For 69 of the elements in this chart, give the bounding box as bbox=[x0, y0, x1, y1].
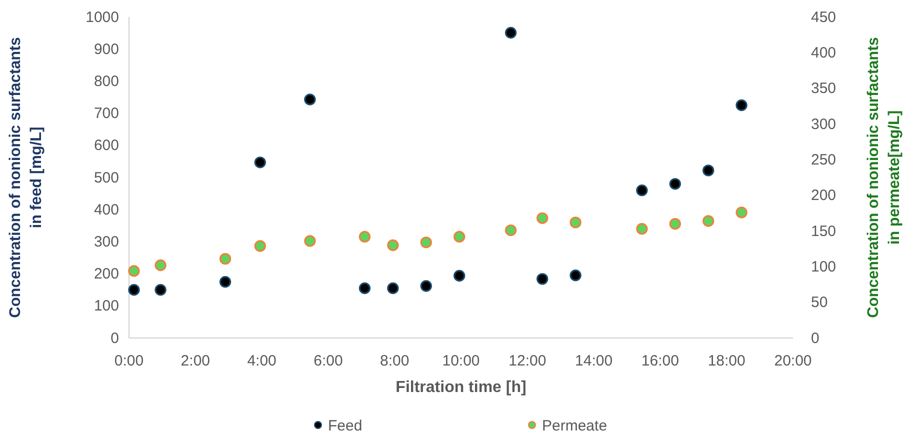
y-tick-label: 500 bbox=[94, 169, 119, 186]
x-axis-title: Filtration time [h] bbox=[396, 379, 526, 396]
legend-label: Feed bbox=[328, 418, 362, 434]
point bbox=[736, 206, 748, 218]
point bbox=[254, 240, 266, 252]
point bbox=[219, 252, 232, 265]
point bbox=[669, 178, 681, 190]
point bbox=[736, 99, 748, 112]
y-tick-label: 1000 bbox=[86, 8, 119, 26]
y-tick-label: 0 bbox=[110, 330, 119, 347]
y-axis-title: Concentration of nonionic surfactants in feed [mg/L] bbox=[7, 37, 45, 318]
point bbox=[702, 215, 714, 227]
point bbox=[504, 224, 517, 236]
x-tick-label: 14:00 bbox=[575, 352, 613, 370]
x-tick-label: 10:00 bbox=[442, 352, 480, 370]
point bbox=[536, 212, 548, 224]
y-tick-label: 200 bbox=[94, 266, 119, 283]
y-tick-label: 400 bbox=[94, 201, 119, 218]
y2-axis-title: Concentration of nonionic surfactants in permeate[mg/L] bbox=[865, 37, 903, 318]
point bbox=[702, 164, 714, 176]
y-tick-label: 100 bbox=[94, 298, 119, 315]
y2-tick-label: 0 bbox=[811, 330, 820, 347]
point bbox=[154, 259, 166, 272]
legend-label: Permeate bbox=[542, 418, 608, 434]
point bbox=[387, 282, 399, 294]
y-tick-label: 600 bbox=[94, 137, 119, 154]
x-tick-label: 0:00 bbox=[114, 352, 144, 370]
y-tick-label: 300 bbox=[94, 234, 119, 250]
point bbox=[387, 239, 399, 252]
y2-tick-label: 50 bbox=[811, 294, 828, 312]
point bbox=[453, 230, 466, 243]
x-tick-label: 2:00 bbox=[180, 352, 210, 370]
x-tick-label: 20:00 bbox=[774, 352, 812, 370]
x-tick-label: 8:00 bbox=[380, 352, 410, 370]
point bbox=[254, 156, 266, 168]
point bbox=[420, 280, 432, 292]
y2-tick-label: 400 bbox=[811, 44, 836, 62]
point bbox=[154, 284, 166, 296]
y2-tick-label: 150 bbox=[811, 222, 836, 240]
x-tick-label: 18:00 bbox=[708, 352, 746, 370]
point bbox=[536, 273, 548, 285]
point bbox=[304, 94, 316, 106]
x-tick-label: 4:00 bbox=[247, 352, 276, 370]
y-tick-label: 900 bbox=[94, 40, 119, 58]
point bbox=[570, 270, 582, 282]
y2-tick-label: 300 bbox=[811, 116, 836, 133]
x-tick-label: 12:00 bbox=[508, 352, 546, 370]
point bbox=[358, 282, 371, 294]
y2-tick-label: 100 bbox=[811, 258, 836, 276]
y2-tick-label: 250 bbox=[811, 151, 836, 168]
point bbox=[420, 236, 432, 248]
point bbox=[219, 276, 232, 288]
y2-tick-label: 200 bbox=[811, 187, 836, 204]
point bbox=[358, 230, 371, 243]
point bbox=[570, 216, 582, 228]
point bbox=[128, 284, 140, 296]
y2-tick-label: 350 bbox=[811, 80, 836, 98]
y-tick-label: 800 bbox=[94, 73, 119, 90]
point bbox=[453, 270, 466, 282]
point bbox=[636, 184, 648, 196]
x-tick-label: 16:00 bbox=[641, 352, 679, 370]
y-tick-label: 700 bbox=[94, 105, 119, 122]
y2-tick-label: 450 bbox=[811, 8, 836, 26]
point bbox=[636, 223, 648, 235]
point bbox=[128, 265, 140, 277]
x-tick-label: 6:00 bbox=[314, 352, 343, 370]
point bbox=[669, 218, 681, 230]
point bbox=[304, 235, 316, 247]
point bbox=[504, 26, 517, 39]
